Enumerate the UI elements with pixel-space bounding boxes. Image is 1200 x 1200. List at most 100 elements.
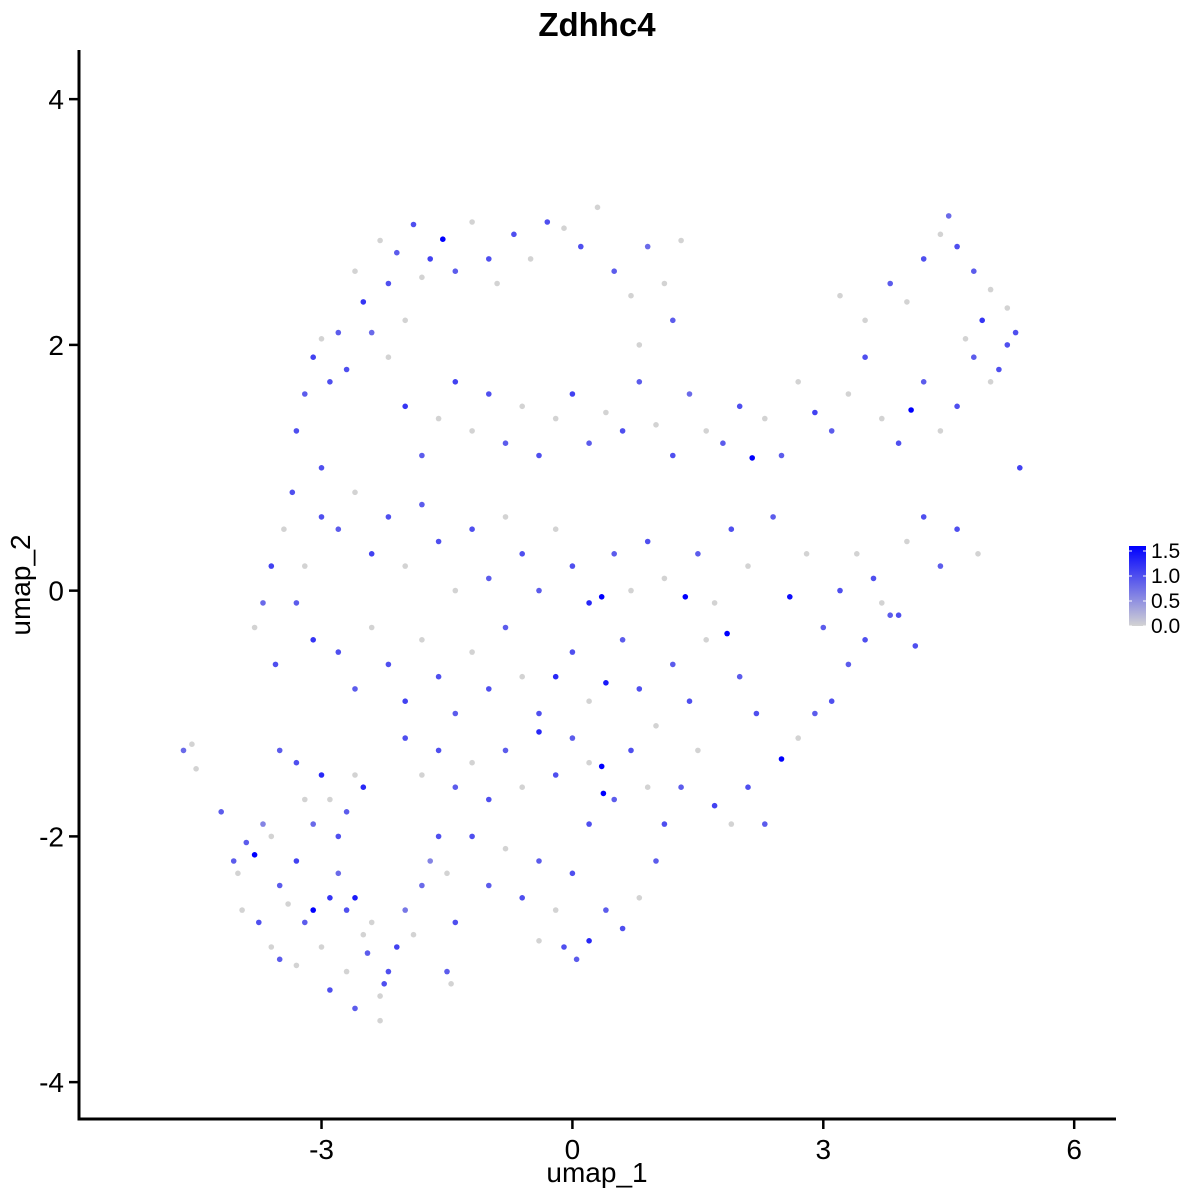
data-point [644,784,651,790]
data-point [519,784,525,790]
chart-title: Zdhhc4 [538,6,656,43]
x-tick-label: 0 [565,1134,581,1165]
data-point [573,956,580,963]
data-point [255,919,262,926]
data-point [603,409,609,416]
color-legend-ticks: 0.00.51.01.5 [1129,540,1180,638]
data-point [536,710,542,717]
data-point [419,452,425,459]
data-point [435,747,442,754]
data-point [502,845,509,852]
data-point [728,526,735,532]
data-point [611,796,617,803]
data-point [368,329,375,336]
data-point [536,858,542,864]
data-point [343,366,350,373]
data-point [703,428,709,434]
data-point [268,833,275,840]
data-point [795,735,801,741]
data-point [310,354,317,361]
data-point [469,759,475,766]
data-point [251,852,258,858]
data-point [402,403,409,410]
data-point [427,256,434,262]
data-point [724,630,730,637]
data-point [904,299,910,305]
data-point [536,729,542,735]
data-point [887,612,893,618]
data-point [578,243,584,250]
data-point [180,747,187,754]
data-point [736,403,743,410]
data-point [435,833,442,840]
data-point [419,274,425,281]
data-point [837,587,843,594]
data-point [327,379,333,385]
data-point [381,981,388,987]
data-point [494,280,500,287]
data-point [987,286,994,293]
data-point [385,280,392,287]
data-point [519,551,525,557]
data-point [979,317,985,324]
data-point [419,772,425,778]
data-point [318,772,325,778]
data-point [653,858,659,864]
data-point [920,379,927,385]
data-point [486,796,492,803]
data-point [527,256,534,262]
data-point [603,907,609,913]
data-point [762,415,768,422]
data-point [435,538,442,545]
data-point [695,551,701,557]
data-point [452,919,459,926]
data-point [486,256,492,262]
data-point [452,268,459,275]
data-point [996,366,1002,373]
data-point [552,673,559,680]
data-point [360,931,367,938]
data-point [377,1017,383,1024]
data-point [812,409,818,416]
data-point [845,391,852,397]
data-point [945,213,952,219]
data-point [711,600,718,606]
data-point [239,907,245,913]
data-point [519,403,525,410]
data-point [603,680,609,686]
y-tick-label: -4 [39,1067,64,1098]
data-point [310,637,317,643]
data-point [276,747,283,754]
data-point [628,587,634,594]
data-point [452,710,459,717]
color-legend-bar [1129,546,1146,626]
data-point [377,993,383,999]
data-point [862,317,868,324]
data-point [569,649,576,655]
data-point [749,455,755,461]
data-point [653,422,659,428]
x-axis-ticks: -3 0 3 6 [309,1119,1082,1165]
data-point [318,336,325,342]
data-point [335,526,342,532]
legend-label: 1.0 [1151,565,1180,588]
x-tick-label: -3 [309,1134,334,1165]
data-point [586,698,592,704]
data-point [435,673,442,680]
data-point [335,329,342,336]
data-point [302,563,308,569]
data-point [402,563,409,569]
x-axis-title: umap_1 [546,1157,647,1188]
data-point [745,784,751,790]
data-point [276,956,283,963]
y-axis-ticks: -4 -2 0 2 4 [39,84,79,1098]
data-point [895,440,902,447]
data-point [653,723,659,729]
data-point [486,391,492,397]
data-point [619,637,626,643]
data-point [318,465,325,471]
data-point [385,354,392,361]
data-point [502,514,509,520]
data-point [971,268,977,275]
data-point [937,428,944,434]
